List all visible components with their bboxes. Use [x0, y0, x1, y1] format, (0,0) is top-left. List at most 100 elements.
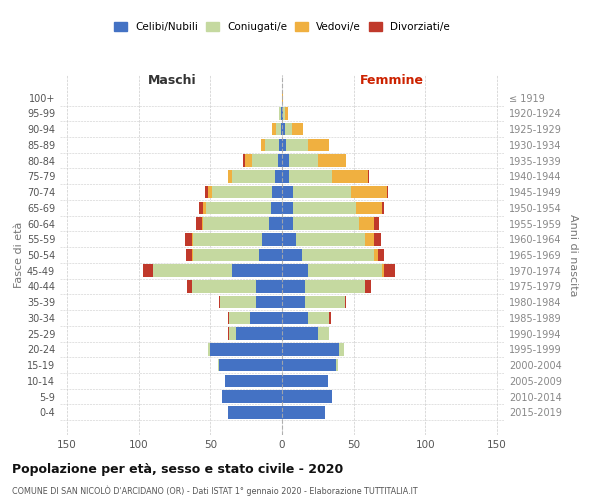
Bar	[232, 170, 275, 182]
Bar	[289, 154, 318, 167]
Bar	[212, 186, 272, 198]
Bar	[153, 264, 232, 277]
Bar	[359, 217, 374, 230]
Bar	[256, 296, 282, 308]
Bar	[281, 123, 282, 136]
Bar	[337, 359, 338, 372]
Bar	[308, 312, 329, 324]
Bar	[374, 233, 381, 245]
Bar	[282, 123, 285, 136]
Bar	[186, 248, 192, 262]
Bar	[305, 296, 345, 308]
Bar	[308, 138, 329, 151]
Bar	[282, 280, 305, 293]
Bar	[289, 170, 332, 182]
Bar	[285, 107, 288, 120]
Bar	[193, 233, 262, 245]
Bar	[222, 390, 282, 403]
Bar	[227, 312, 229, 324]
Y-axis label: Fasce di età: Fasce di età	[14, 222, 24, 288]
Y-axis label: Anni di nascita: Anni di nascita	[568, 214, 578, 296]
Bar	[351, 186, 386, 198]
Bar	[227, 406, 282, 418]
Bar	[227, 170, 232, 182]
Bar	[282, 186, 293, 198]
Bar	[282, 170, 289, 182]
Bar	[279, 107, 281, 120]
Bar	[282, 248, 302, 262]
Bar	[293, 186, 351, 198]
Bar	[282, 233, 296, 245]
Bar	[272, 186, 282, 198]
Text: Popolazione per età, sesso e stato civile - 2020: Popolazione per età, sesso e stato civil…	[12, 462, 343, 475]
Bar	[356, 202, 382, 214]
Bar	[332, 170, 368, 182]
Bar	[308, 264, 382, 277]
Bar	[271, 202, 282, 214]
Bar	[279, 138, 282, 151]
Legend: Celibi/Nubili, Coniugati/e, Vedovi/e, Divorziati/e: Celibi/Nubili, Coniugati/e, Vedovi/e, Di…	[110, 18, 454, 36]
Bar	[206, 202, 271, 214]
Bar	[305, 280, 365, 293]
Bar	[208, 186, 212, 198]
Bar	[282, 312, 308, 324]
Bar	[229, 328, 236, 340]
Bar	[220, 296, 256, 308]
Bar	[318, 328, 329, 340]
Bar	[244, 154, 245, 167]
Bar	[227, 328, 229, 340]
Bar	[276, 123, 281, 136]
Bar	[199, 202, 203, 214]
Bar	[259, 248, 282, 262]
Bar	[272, 123, 276, 136]
Bar	[365, 280, 371, 293]
Bar	[192, 248, 193, 262]
Bar	[345, 296, 346, 308]
Bar	[292, 123, 304, 136]
Text: Maschi: Maschi	[148, 74, 196, 86]
Bar	[232, 264, 282, 277]
Bar	[192, 233, 193, 245]
Bar	[329, 312, 331, 324]
Bar	[285, 123, 292, 136]
Bar	[250, 312, 282, 324]
Bar	[202, 217, 203, 230]
Bar	[382, 264, 383, 277]
Bar	[282, 359, 337, 372]
Bar	[192, 280, 256, 293]
Bar	[185, 233, 192, 245]
Bar	[218, 359, 219, 372]
Bar	[374, 248, 378, 262]
Bar	[282, 264, 308, 277]
Bar	[282, 138, 286, 151]
Bar	[282, 107, 283, 120]
Bar	[208, 343, 211, 355]
Bar	[252, 154, 278, 167]
Bar	[368, 170, 370, 182]
Text: COMUNE DI SAN NICOLÒ D'ARCIDANO (OR) - Dati ISTAT 1° gennaio 2020 - Elaborazione: COMUNE DI SAN NICOLÒ D'ARCIDANO (OR) - D…	[12, 486, 418, 496]
Text: Femmine: Femmine	[360, 74, 424, 86]
Bar	[293, 217, 359, 230]
Bar	[365, 233, 374, 245]
Bar	[269, 217, 282, 230]
Bar	[262, 233, 282, 245]
Bar	[378, 248, 383, 262]
Bar	[296, 233, 365, 245]
Bar	[193, 248, 259, 262]
Bar	[211, 343, 282, 355]
Bar	[203, 217, 269, 230]
Bar	[282, 390, 332, 403]
Bar	[219, 359, 282, 372]
Bar	[282, 92, 283, 104]
Bar	[293, 202, 356, 214]
Bar	[282, 406, 325, 418]
Bar	[187, 280, 192, 293]
Bar	[245, 154, 252, 167]
Bar	[282, 202, 293, 214]
Bar	[265, 138, 279, 151]
Bar	[339, 343, 344, 355]
Bar	[283, 107, 285, 120]
Bar	[225, 374, 282, 387]
Bar	[196, 217, 202, 230]
Bar	[286, 138, 308, 151]
